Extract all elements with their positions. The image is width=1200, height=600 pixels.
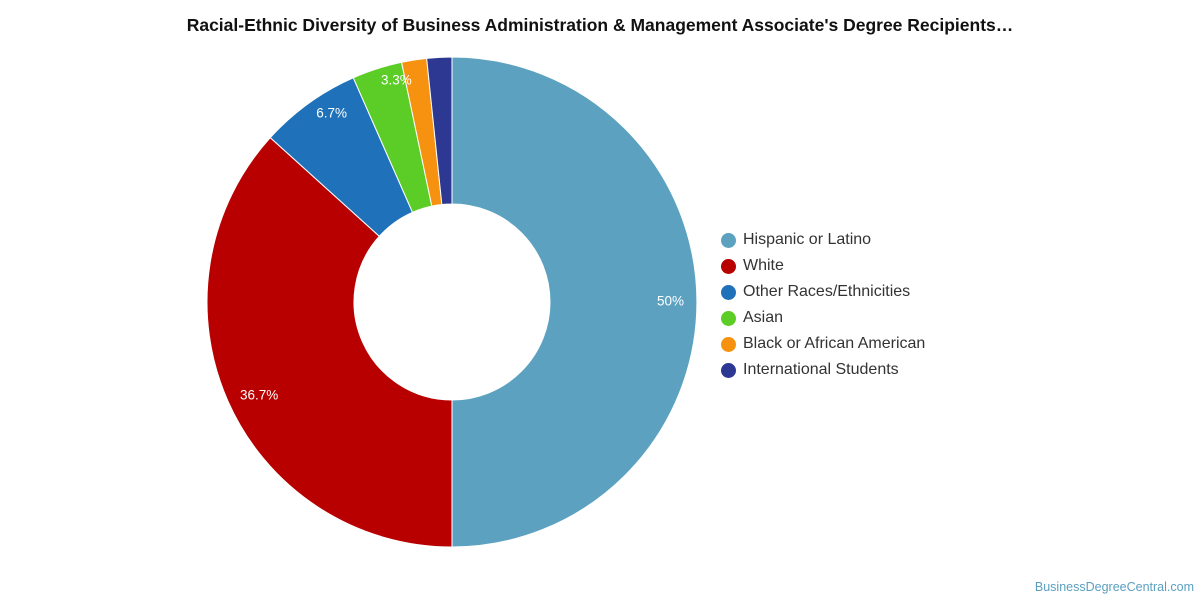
- slice-hispanic-or-latino[interactable]: [451, 56, 698, 548]
- legend-label: Other Races/Ethnicities: [743, 283, 911, 300]
- legend-swatch: [721, 310, 736, 326]
- legend-swatch: [721, 362, 736, 378]
- legend-swatch: [721, 232, 736, 248]
- legend-item-asian[interactable]: Asian: [721, 305, 925, 331]
- legend-label: International Students: [743, 361, 899, 378]
- slices-group: [206, 56, 698, 548]
- legend-label: Black or African American: [743, 335, 926, 352]
- legend: Hispanic or Latino White Other Races/Ethni…: [721, 227, 925, 383]
- legend-swatch: [721, 336, 736, 352]
- legend-label: Asian: [743, 309, 784, 326]
- slice-label-other-races-ethnicities: 6.7%: [316, 105, 347, 120]
- legend-swatch: [721, 284, 736, 300]
- slice-label-white: 36.7%: [240, 388, 278, 403]
- slice-white[interactable]: [206, 136, 453, 548]
- legend-item-international-students[interactable]: International Students: [721, 357, 925, 383]
- watermark[interactable]: BusinessDegreeCentral.com: [1034, 580, 1194, 594]
- chart-title: Racial-Ethnic Diversity of Business Admi…: [186, 15, 1014, 35]
- legend-swatch: [721, 258, 736, 274]
- legend-item-hispanic-or-latino[interactable]: Hispanic or Latino: [721, 227, 925, 253]
- legend-item-white[interactable]: White: [721, 253, 925, 279]
- slice-label-hispanic-or-latino: 50%: [657, 294, 684, 309]
- legend-item-black-or-african-american[interactable]: Black or African American: [721, 331, 925, 357]
- slice-label-asian: 3.3%: [381, 73, 412, 88]
- legend-label: White: [743, 257, 784, 274]
- slice-labels-group: 50% 36.7% 6.7% 3.3%: [240, 73, 684, 403]
- legend-item-other-races-ethnicities[interactable]: Other Races/Ethnicities: [721, 279, 925, 305]
- legend-label: Hispanic or Latino: [743, 231, 872, 248]
- slice-international-students[interactable]: [426, 56, 453, 206]
